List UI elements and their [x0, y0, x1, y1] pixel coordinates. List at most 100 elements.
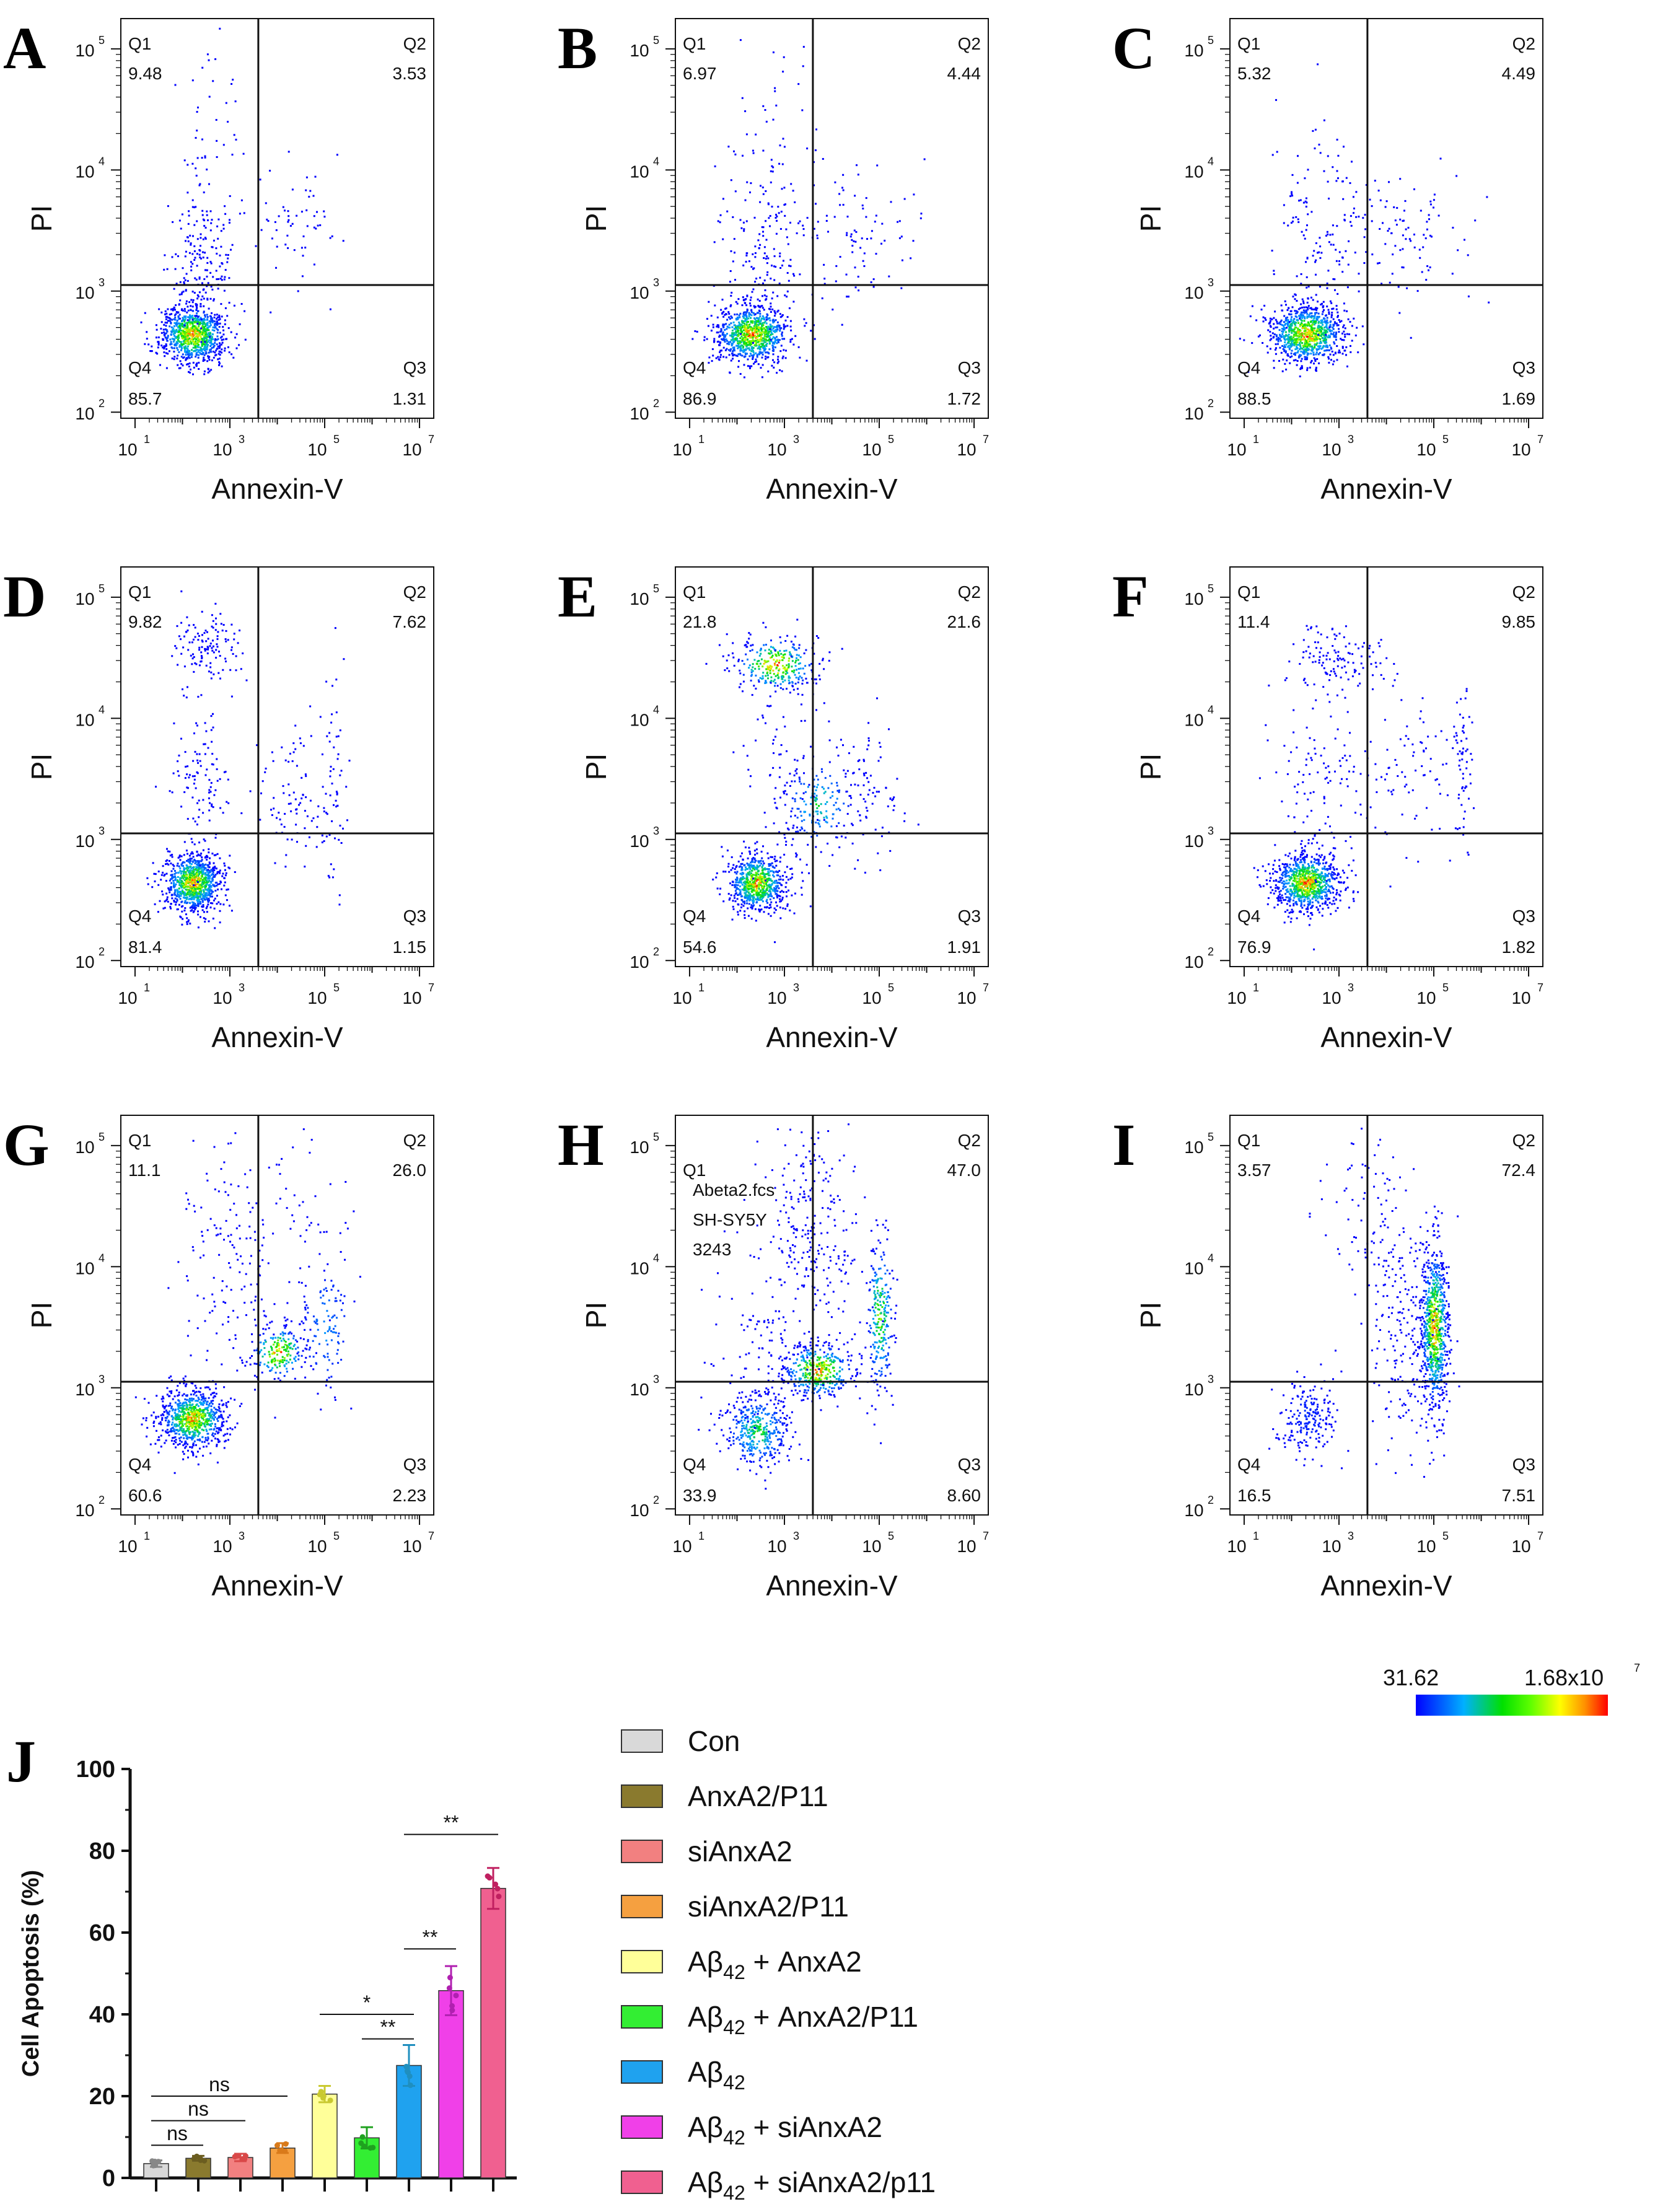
event-dot — [199, 351, 201, 354]
event-dot — [1312, 299, 1314, 301]
quadrant-name-Q1: Q1 — [683, 34, 706, 53]
event-dot — [1398, 312, 1401, 314]
event-dot — [163, 323, 165, 326]
event-dot — [214, 882, 217, 884]
event-dot — [1289, 327, 1291, 329]
event-dot — [200, 765, 202, 767]
event-dot — [1320, 320, 1323, 323]
event-dot — [187, 345, 189, 348]
event-dot — [216, 643, 218, 646]
event-dot — [1287, 354, 1289, 357]
event-dot — [1275, 318, 1277, 321]
event-dot — [1284, 350, 1287, 353]
event-dot — [201, 345, 203, 347]
event-dot — [1303, 351, 1306, 353]
event-dot — [752, 149, 754, 152]
event-dot — [788, 279, 790, 282]
event-dot — [744, 328, 746, 330]
event-dot — [750, 326, 752, 328]
event-dot — [195, 871, 198, 874]
event-dot — [193, 904, 195, 906]
event-dot — [1302, 351, 1304, 353]
event-dot — [191, 909, 193, 911]
event-dot — [1306, 340, 1309, 341]
event-dot — [171, 876, 173, 879]
event-dot — [201, 342, 203, 345]
event-dot — [180, 621, 183, 624]
event-dot — [169, 879, 171, 882]
event-dot — [227, 257, 229, 260]
event-dot — [201, 339, 204, 341]
event-dot — [176, 625, 178, 627]
event-dot — [763, 341, 766, 343]
event-dot — [206, 877, 208, 879]
event-dot — [1315, 312, 1318, 314]
event-dot — [842, 189, 845, 191]
event-dot — [163, 348, 165, 349]
event-dot — [208, 329, 210, 331]
event-dot — [196, 633, 199, 634]
event-dot — [211, 625, 213, 628]
event-dot — [175, 328, 178, 331]
event-dot — [211, 895, 213, 898]
event-dot — [227, 639, 229, 641]
event-dot — [202, 360, 204, 362]
event-dot — [1302, 325, 1304, 327]
event-dot — [336, 154, 338, 156]
event-dot — [1296, 316, 1298, 318]
event-dot — [205, 351, 208, 353]
event-dot — [1345, 250, 1347, 252]
event-dot — [203, 838, 205, 841]
event-dot — [179, 877, 182, 879]
event-dot — [1322, 332, 1324, 335]
x-tick-exponent: 1 — [698, 433, 705, 445]
event-dot — [214, 927, 216, 929]
event-dot — [1299, 317, 1301, 320]
event-dot — [189, 354, 191, 356]
event-dot — [1284, 335, 1287, 337]
event-dot — [255, 245, 257, 247]
event-dot — [217, 631, 219, 633]
event-dot — [1296, 360, 1299, 362]
event-dot — [189, 923, 191, 925]
x-tick-label: 10 — [307, 440, 327, 459]
event-dot — [745, 318, 748, 321]
event-dot — [200, 894, 202, 897]
event-dot — [183, 869, 185, 872]
event-dot — [1301, 230, 1303, 233]
event-dot — [154, 903, 156, 905]
event-dot — [190, 321, 192, 323]
event-dot — [1262, 342, 1264, 344]
event-dot — [748, 349, 751, 351]
event-dot — [160, 874, 163, 876]
event-dot — [202, 257, 204, 259]
event-dot — [218, 361, 221, 363]
event-dot — [165, 348, 168, 350]
event-dot — [799, 220, 801, 222]
event-dot — [739, 219, 742, 221]
event-dot — [183, 871, 186, 874]
event-dot — [200, 877, 202, 880]
event-dot — [1358, 273, 1360, 275]
event-dot — [1273, 333, 1276, 336]
event-dot — [188, 357, 191, 359]
event-dot — [731, 333, 733, 336]
y-tick-exponent: 5 — [1208, 34, 1214, 46]
event-dot — [1343, 309, 1346, 312]
event-dot — [224, 213, 227, 215]
event-dot — [1314, 358, 1317, 361]
event-dot — [810, 330, 812, 332]
event-dot — [219, 331, 221, 334]
event-dot — [173, 325, 175, 327]
event-dot — [1413, 234, 1415, 235]
event-dot — [197, 761, 199, 764]
event-dot — [195, 325, 197, 328]
event-dot — [319, 224, 322, 226]
event-dot — [734, 333, 736, 336]
event-dot — [1325, 321, 1328, 323]
event-dot — [182, 886, 185, 888]
event-dot — [772, 118, 775, 121]
event-dot — [221, 888, 222, 890]
event-dot — [1364, 214, 1366, 216]
event-dot — [1343, 339, 1345, 341]
